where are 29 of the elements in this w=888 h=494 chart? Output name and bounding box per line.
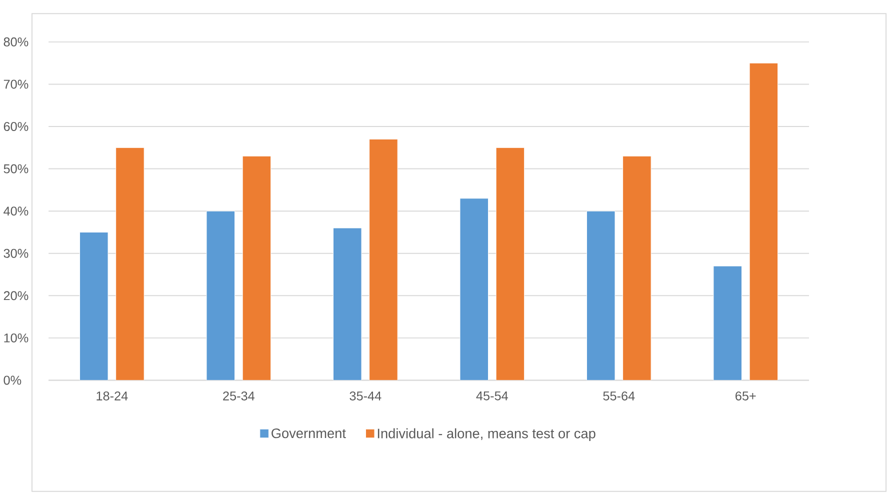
x-tick-label: 45-54: [476, 391, 508, 400]
x-tick-label: 25-34: [223, 391, 255, 400]
bar: [242, 156, 272, 380]
bar: [460, 198, 489, 380]
bar: [496, 147, 525, 380]
x-tick-label: 35-44: [350, 391, 382, 400]
y-tick-label: 80%: [4, 37, 28, 46]
y-tick-label: 20%: [4, 291, 28, 300]
bar: [116, 147, 144, 380]
bar: [622, 156, 652, 380]
y-tick-label: 0%: [4, 376, 22, 385]
legend-label: Government: [272, 428, 346, 438]
y-tick-label: 10%: [4, 333, 28, 342]
x-tick-label: 65+: [736, 391, 756, 400]
x-tick-label: 55-64: [603, 391, 635, 400]
x-tick-label: 18-24: [96, 391, 128, 400]
y-tick-label: 30%: [4, 248, 28, 258]
y-tick-label: 50%: [4, 164, 28, 174]
bar: [333, 228, 362, 380]
bar: [749, 62, 778, 380]
y-tick-label: 60%: [4, 122, 28, 131]
bar: [713, 266, 742, 380]
bar: [369, 138, 398, 380]
bar: [80, 232, 108, 380]
bar: [206, 210, 236, 380]
y-tick-label: 70%: [4, 80, 28, 89]
bar: [586, 210, 616, 380]
legend-label: Individual - alone, means test or cap: [378, 428, 596, 441]
y-tick-label: 40%: [4, 206, 28, 216]
